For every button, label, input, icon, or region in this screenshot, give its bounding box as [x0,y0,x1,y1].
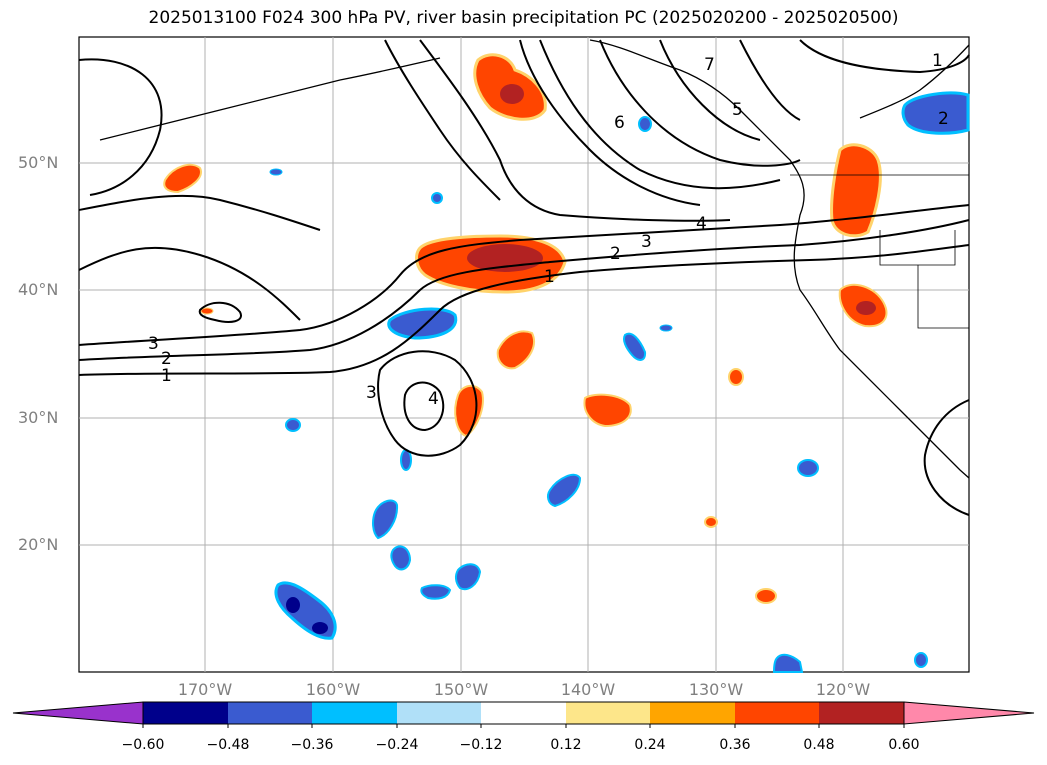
colorbar-swatch [312,702,397,724]
colorbar-tick-label: −0.48 [206,737,250,753]
contour-label: 4 [428,389,439,409]
colorbar-swatch [735,702,819,724]
lon-label-160w: 160°W [305,680,361,699]
colorbar-extend-right [903,701,1035,725]
contour-label: 3 [148,334,159,354]
colorbar-swatch [228,702,312,724]
contour-label: 4 [696,214,707,234]
colorbar [12,701,1035,728]
coastlines [99,39,970,479]
contour-label: 1 [161,366,172,386]
lat-label-20n: 20°N [18,535,59,554]
colorbar-tick-label: −0.12 [459,737,503,753]
contour-label-group: 1 2 3 1 2 3 4 5 6 7 1 2 3 4 [148,51,949,409]
colorbar-tick-label: 0.60 [888,737,920,753]
lat-label-50n: 50°N [18,153,59,172]
lon-label-170w: 170°W [177,680,233,699]
contour-label: 1 [544,267,555,287]
colorbar-tick-label: 0.48 [803,737,835,753]
lat-label-40n: 40°N [18,280,59,299]
colorbar-swatch [819,702,904,724]
colorbar-tick-label: 0.24 [634,737,666,753]
colorbar-swatch [143,702,228,724]
colorbar-tick-label: 0.36 [719,737,751,753]
precip-positive-areas [163,53,888,604]
colorbar-swatch [481,702,566,724]
colorbar-tick-label: −0.24 [375,737,419,753]
lat-label-30n: 30°N [18,408,59,427]
colorbar-swatch [650,702,735,724]
lon-label-130w: 130°W [688,680,744,699]
pv-contours [78,39,970,516]
contour-label: 2 [610,244,621,264]
contour-label: 7 [704,55,715,75]
contour-label: 3 [641,232,652,252]
colorbar-swatch [397,702,481,724]
colorbar-swatch [566,702,650,724]
lon-label-120w: 120°W [815,680,871,699]
colorbar-tick-label: −0.36 [290,737,334,753]
colorbar-tick-label: 0.12 [550,737,582,753]
lon-label-150w: 150°W [433,680,489,699]
contour-label: 5 [732,100,743,120]
contour-label: 2 [938,109,949,129]
chart-title: 2025013100 F024 300 hPa PV, river basin … [148,8,899,28]
precip-negative-areas [269,91,970,673]
contour-label: 6 [614,113,625,133]
contour-label: 1 [932,51,943,71]
colorbar-extend-left [12,701,144,725]
contour-label: 2 [161,349,172,369]
lon-label-140w: 140°W [560,680,616,699]
contour-label: 3 [366,383,377,403]
colorbar-tick-label: −0.60 [121,737,165,753]
